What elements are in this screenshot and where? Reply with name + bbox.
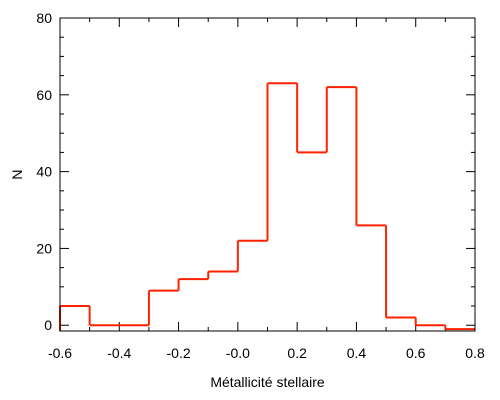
y-tick-label: 0 xyxy=(44,317,52,333)
x-tick-label: 0.2 xyxy=(287,345,307,361)
x-axis-label: Métallicité stellaire xyxy=(210,374,325,390)
x-tick-label: 0.8 xyxy=(465,345,485,361)
y-tick-label: 80 xyxy=(36,10,52,26)
x-tick-label: -0.4 xyxy=(107,345,131,361)
x-tick-label: -0.2 xyxy=(167,345,191,361)
plot-frame xyxy=(59,17,476,332)
histogram-bars xyxy=(59,82,475,331)
x-tick-label: 0.6 xyxy=(406,345,426,361)
tick-labels: -0.6 -0.4 -0.2 -0.0 0.2 0.4 0.6 0.8 0 20 40 60 80 xyxy=(36,10,485,361)
x-tick-label: -0.6 xyxy=(48,345,72,361)
y-tick-label: 40 xyxy=(36,164,52,180)
x-tick-label: -0.0 xyxy=(226,345,250,361)
y-axis-label: N xyxy=(9,169,25,179)
y-tick-label: 60 xyxy=(36,87,52,103)
y-tick-label: 20 xyxy=(36,240,52,256)
x-tick-label: 0.4 xyxy=(347,345,367,361)
